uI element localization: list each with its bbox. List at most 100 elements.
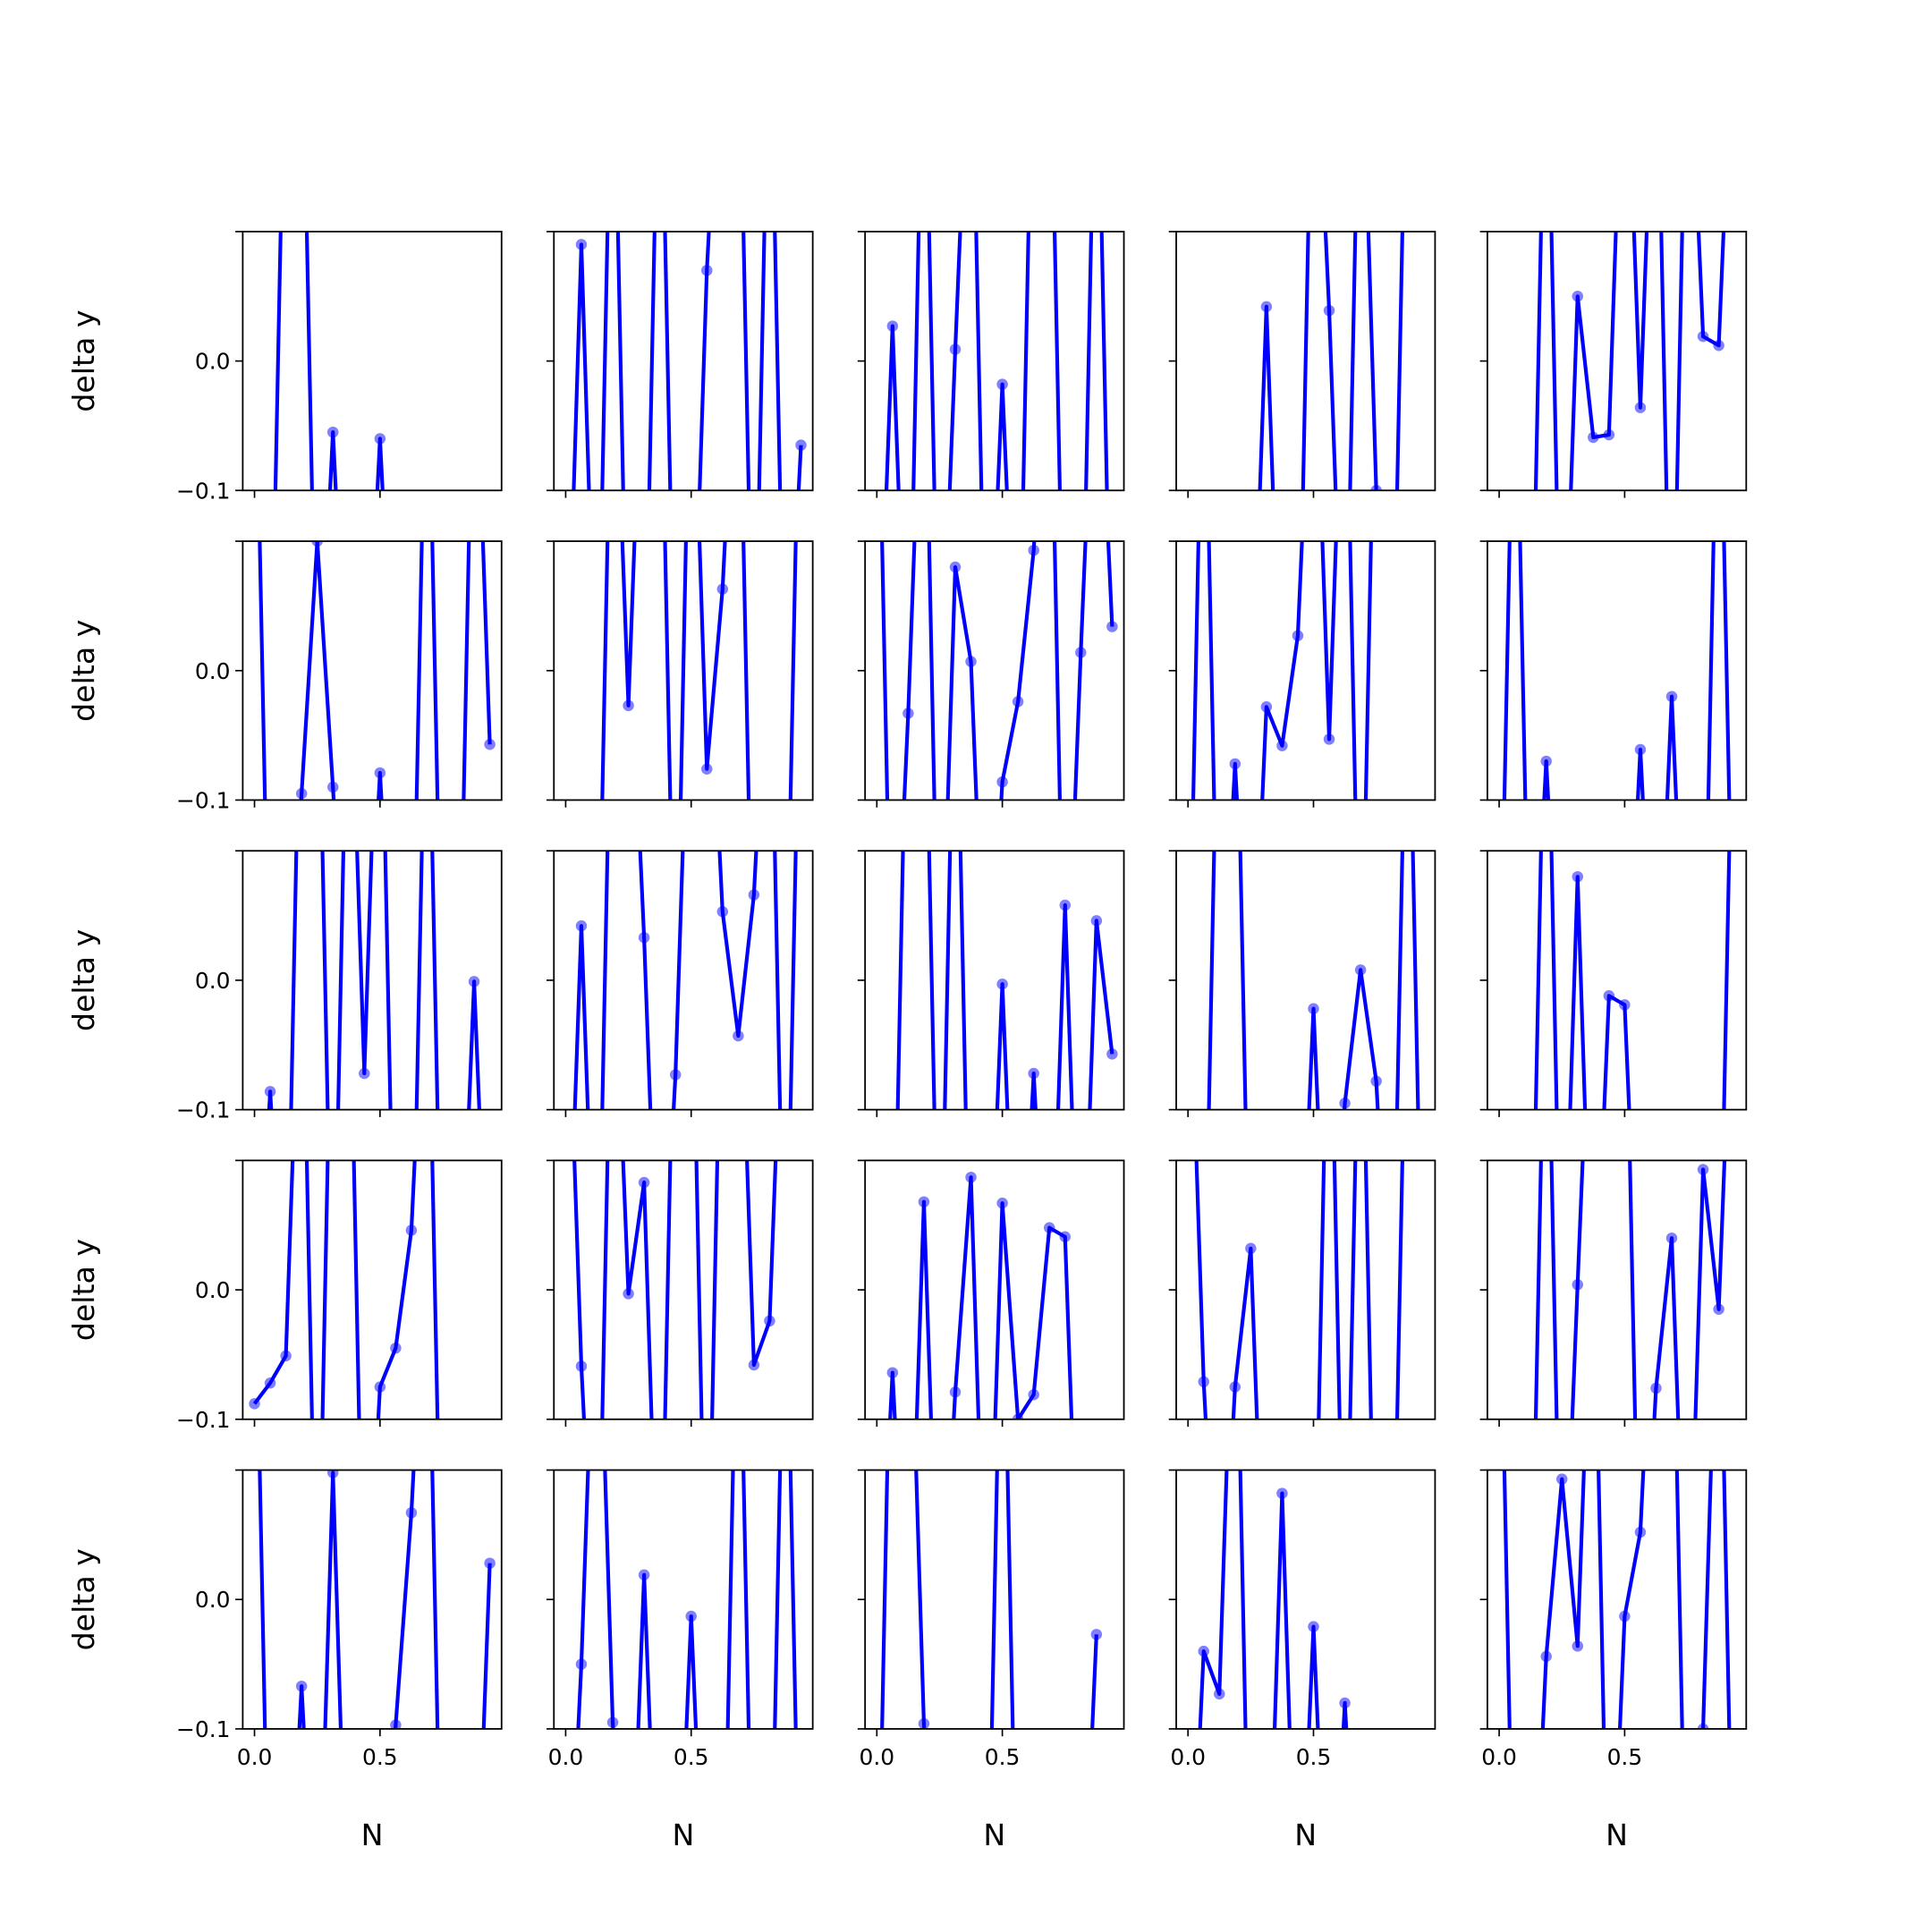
data-point [918,1196,930,1208]
data-point [670,743,681,754]
data-point [343,896,354,907]
data-point [1713,1303,1724,1316]
data-point [296,587,307,597]
data-point [1418,896,1428,907]
x-tick-label: 0.5 [1296,1744,1332,1770]
data-point [1261,1363,1272,1374]
data-point [453,1363,463,1374]
data-point [1665,691,1678,702]
data-point [1588,431,1599,444]
data-point [1182,1054,1193,1064]
subplot [857,587,1125,1374]
data-point [686,587,697,597]
data-point [1525,1363,1536,1374]
data-line [1533,1160,1727,1419]
data-point [871,1363,882,1374]
data-point [1060,743,1071,754]
data-point [484,1363,495,1374]
data-point [1245,743,1256,754]
data-point [607,896,618,907]
plot-area [1502,541,1732,1064]
data-point [1012,1413,1024,1419]
subplot: 0.0 0.5 N [1168,1469,1436,1852]
data-point [1339,743,1350,754]
y-tick-label: 0.0 [195,349,231,375]
data-point [1634,402,1647,413]
plot-area [880,1206,1103,1729]
data-point [469,1673,479,1683]
axes-frame [1487,231,1748,492]
data-point [469,743,479,754]
subplot [1168,231,1436,754]
data-point [902,1673,913,1683]
data-point [1494,1673,1504,1683]
x-tick-label: 0.0 [1170,1744,1206,1770]
data-line [1533,851,1732,1110]
data-point [1028,544,1039,556]
y-axis-label: delta y [66,1239,101,1341]
data-point [638,931,650,944]
data-point [1323,733,1335,745]
data-point [1370,1075,1382,1088]
data-point [965,656,977,667]
data-point [1509,1363,1520,1374]
data-point [1214,743,1224,754]
subplot: −0.1 0.0 delta y [66,276,503,1064]
data-point [1682,1054,1692,1064]
data-point [949,1386,962,1398]
data-point [1214,587,1224,597]
data-point [296,896,307,907]
data-line [252,1160,440,1419]
data-line [267,851,481,1110]
data-line [1533,231,1726,491]
y-axis-label: delta y [66,309,101,411]
data-point [421,276,432,287]
data-point [280,1350,292,1362]
data-point [1634,1526,1647,1538]
y-tick-label: −0.1 [176,1716,230,1742]
subplot [546,587,814,1117]
data-point [1697,1164,1709,1175]
plot-area [886,1171,1074,1683]
data-point [1697,330,1709,343]
data-point [1355,1054,1366,1064]
data-point [374,433,386,445]
data-point [1308,1621,1319,1632]
data-point [343,1054,354,1064]
data-point [390,1719,402,1729]
data-point [1713,1363,1724,1374]
data-point [1494,1363,1504,1374]
data-point [1556,1473,1568,1485]
data-point [1634,743,1647,756]
data-point [638,1569,650,1580]
data-point [453,1054,463,1064]
data-point [327,896,338,907]
data-point [1075,647,1087,658]
data-point [1292,1673,1303,1683]
data-point [654,276,665,287]
axes-frame [242,1469,503,1730]
data-point [265,1054,275,1064]
subplot [546,896,814,1428]
data-point [249,276,259,287]
data-point [1698,1054,1708,1064]
data-point [591,1054,602,1064]
data-point [406,1054,417,1064]
x-tick-label: 0.5 [985,1744,1021,1770]
x-axis-label: N [673,1818,695,1852]
plot-area [273,231,479,754]
data-point [1635,1363,1646,1374]
data-point [1339,1697,1351,1709]
x-axis-label: N [1606,1818,1628,1852]
data-point [748,889,760,901]
plot-area [1194,896,1428,1683]
data-point [607,276,618,287]
data-point [437,1363,448,1374]
y-tick-label: 0.0 [195,658,231,684]
data-point [1261,1673,1272,1683]
data-point [887,1206,898,1216]
subplot [1479,1159,1748,1683]
data-point [1588,1054,1598,1064]
y-tick-label: −0.1 [176,787,230,813]
data-point [919,587,929,597]
